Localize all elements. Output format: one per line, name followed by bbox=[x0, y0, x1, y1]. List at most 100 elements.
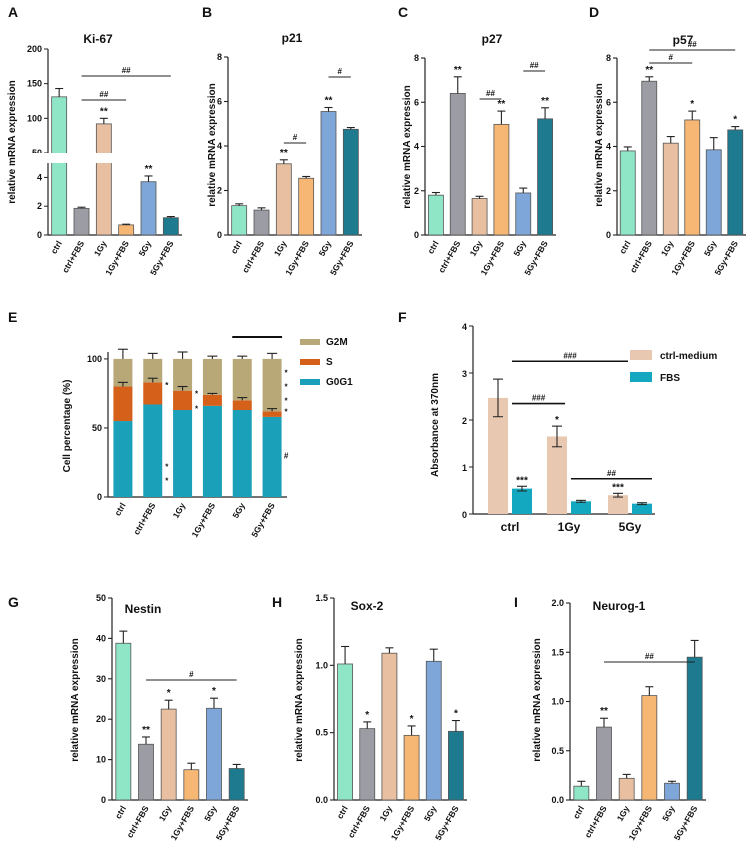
bar bbox=[705, 149, 722, 236]
bar-ctrl-medium bbox=[547, 436, 567, 514]
x-tick-label: ctrl+FBS bbox=[131, 501, 157, 537]
y-tick-label: 4 bbox=[217, 141, 222, 151]
bar bbox=[162, 217, 179, 236]
y-tick-label: 10 bbox=[96, 755, 106, 765]
x-tick-label: ctrl bbox=[571, 804, 586, 820]
stacked-segment-s bbox=[113, 386, 133, 422]
y-axis-label: relative mRNA expression bbox=[207, 83, 218, 207]
bar bbox=[428, 194, 444, 236]
x-tick-label: 5Gy bbox=[230, 501, 247, 520]
stacked-segment-g0g1 bbox=[232, 410, 252, 497]
stacked-segment-g2m bbox=[143, 358, 163, 383]
significance-label: * bbox=[195, 389, 199, 398]
panel-label: B bbox=[202, 4, 212, 20]
bracket-label: # bbox=[189, 670, 194, 679]
panel-label: C bbox=[398, 4, 408, 20]
y-axis-label: relative mRNA expression bbox=[70, 638, 81, 762]
x-tick-label: 1Gy bbox=[377, 804, 394, 823]
significance-label: ** bbox=[100, 106, 108, 117]
x-tick-label: ctrl bbox=[112, 501, 127, 517]
y-tick-label: 20 bbox=[96, 714, 106, 724]
bracket-label: ### bbox=[563, 351, 577, 360]
y-tick-label: 1.5 bbox=[315, 593, 328, 603]
x-tick-label: ctrl bbox=[617, 239, 632, 255]
stacked-segment-g0g1 bbox=[173, 410, 193, 497]
y-axis-label: relative mRNA expression bbox=[402, 85, 413, 209]
y-tick-label: 0 bbox=[37, 230, 42, 240]
bar bbox=[359, 728, 376, 801]
x-tick-label: ctrl bbox=[335, 804, 350, 820]
bar bbox=[183, 769, 200, 801]
y-axis-label: relative mRNA expression bbox=[532, 638, 543, 762]
significance-label: * bbox=[165, 476, 169, 485]
y-axis-label: relative mRNA expression bbox=[594, 83, 605, 207]
bar bbox=[664, 782, 680, 801]
bar bbox=[537, 118, 553, 236]
panel-label: E bbox=[8, 309, 17, 325]
significance-label: * bbox=[555, 415, 559, 426]
x-tick-label: ctrl+FBS bbox=[60, 239, 86, 275]
y-tick-label: 1.0 bbox=[551, 697, 564, 707]
y-tick-label: 8 bbox=[606, 53, 611, 63]
stacked-segment-g2m bbox=[262, 358, 282, 412]
significance-label: ** bbox=[454, 65, 462, 76]
bar-ctrl-medium bbox=[608, 495, 628, 514]
significance-label: * bbox=[165, 381, 169, 390]
bar bbox=[140, 181, 157, 236]
x-tick-label: 5Gy bbox=[660, 804, 677, 823]
x-tick-label: 5Gy bbox=[619, 520, 642, 534]
y-tick-label: 0 bbox=[217, 230, 222, 240]
panel-title: Nestin bbox=[125, 602, 162, 616]
y-tick-label: 2.0 bbox=[551, 598, 564, 608]
bracket-label: # bbox=[669, 53, 674, 62]
x-tick-label: ctrl bbox=[229, 239, 244, 255]
y-tick-label: 0 bbox=[462, 510, 467, 520]
panel-title: p21 bbox=[282, 31, 303, 45]
bracket-label: # bbox=[337, 67, 342, 76]
bar bbox=[471, 198, 488, 236]
y-tick-label: 1.0 bbox=[315, 660, 328, 670]
bar bbox=[206, 707, 222, 801]
bar-ctrl-medium bbox=[488, 397, 508, 514]
legend-label: G2M bbox=[326, 337, 348, 348]
stacked-segment-g0g1 bbox=[202, 405, 222, 497]
significance-label: ** bbox=[142, 725, 150, 736]
y-tick-label: 2 bbox=[37, 201, 42, 211]
legend-swatch bbox=[300, 339, 320, 345]
bar bbox=[73, 207, 90, 236]
panel-title: Neurog-1 bbox=[593, 599, 646, 613]
y-tick-label: 200 bbox=[27, 44, 42, 54]
x-tick-label: 5Gy bbox=[702, 239, 719, 258]
bracket-label: ### bbox=[532, 394, 546, 403]
y-axis-label: relative mRNA expression bbox=[294, 638, 305, 762]
bracket-label: ## bbox=[688, 40, 697, 49]
bar bbox=[51, 96, 68, 236]
significance-label: * bbox=[285, 369, 289, 378]
bar bbox=[448, 730, 464, 801]
y-tick-label: 8 bbox=[217, 52, 222, 62]
bar bbox=[619, 150, 636, 236]
bracket-label: ## bbox=[122, 66, 131, 75]
bar bbox=[618, 777, 635, 801]
bar bbox=[115, 642, 132, 801]
significance-label: * bbox=[195, 405, 199, 414]
y-tick-label: 0.5 bbox=[315, 728, 328, 738]
y-tick-label: 4 bbox=[414, 142, 419, 152]
y-tick-label: 6 bbox=[606, 97, 611, 107]
stacked-segment-g2m bbox=[232, 358, 252, 401]
legend-label: S bbox=[326, 357, 333, 368]
bar bbox=[160, 708, 177, 801]
panel-label: H bbox=[272, 594, 282, 610]
x-tick-label: ctrl bbox=[113, 804, 128, 820]
stacked-segment-s bbox=[232, 400, 252, 410]
x-tick-label: 1Gy bbox=[468, 239, 485, 258]
significance-label: * bbox=[733, 115, 737, 126]
x-tick-label: 1Gy bbox=[659, 239, 676, 258]
y-tick-label: 6 bbox=[217, 97, 222, 107]
significance-label: ** bbox=[145, 164, 153, 175]
bracket-label: ## bbox=[486, 89, 495, 98]
legend-swatch bbox=[630, 372, 652, 382]
